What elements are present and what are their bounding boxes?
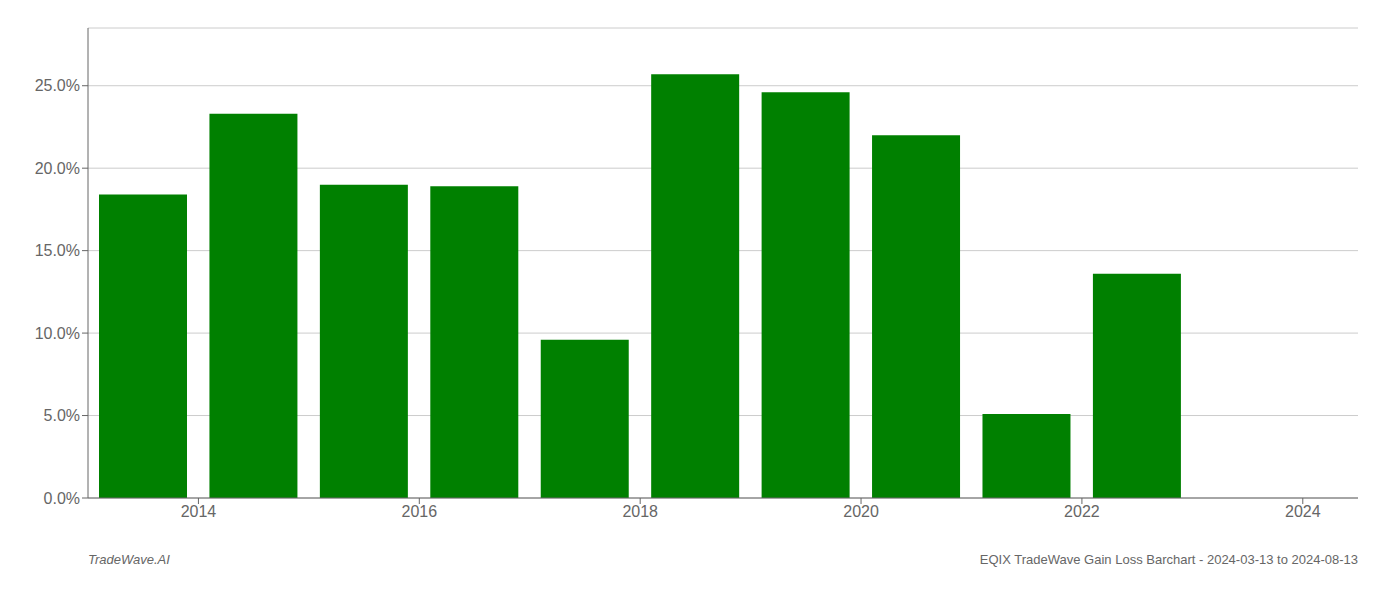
svg-text:2018: 2018	[622, 503, 658, 520]
svg-text:2022: 2022	[1064, 503, 1100, 520]
svg-text:2020: 2020	[843, 503, 879, 520]
svg-text:20.0%: 20.0%	[35, 160, 80, 177]
svg-text:2014: 2014	[181, 503, 217, 520]
svg-text:10.0%: 10.0%	[35, 325, 80, 342]
svg-text:5.0%: 5.0%	[44, 407, 80, 424]
svg-text:2016: 2016	[402, 503, 438, 520]
svg-text:0.0%: 0.0%	[44, 490, 80, 507]
svg-text:15.0%: 15.0%	[35, 242, 80, 259]
html-text:TradeWave.AI: TradeWave.AI	[88, 552, 170, 567]
html-text:EQIX TradeWave Gain Loss Barch: EQIX TradeWave Gain Loss Barchart - 2024…	[979, 552, 1358, 567]
svg-text:2024: 2024	[1285, 503, 1321, 520]
svg-text:25.0%: 25.0%	[35, 77, 80, 94]
